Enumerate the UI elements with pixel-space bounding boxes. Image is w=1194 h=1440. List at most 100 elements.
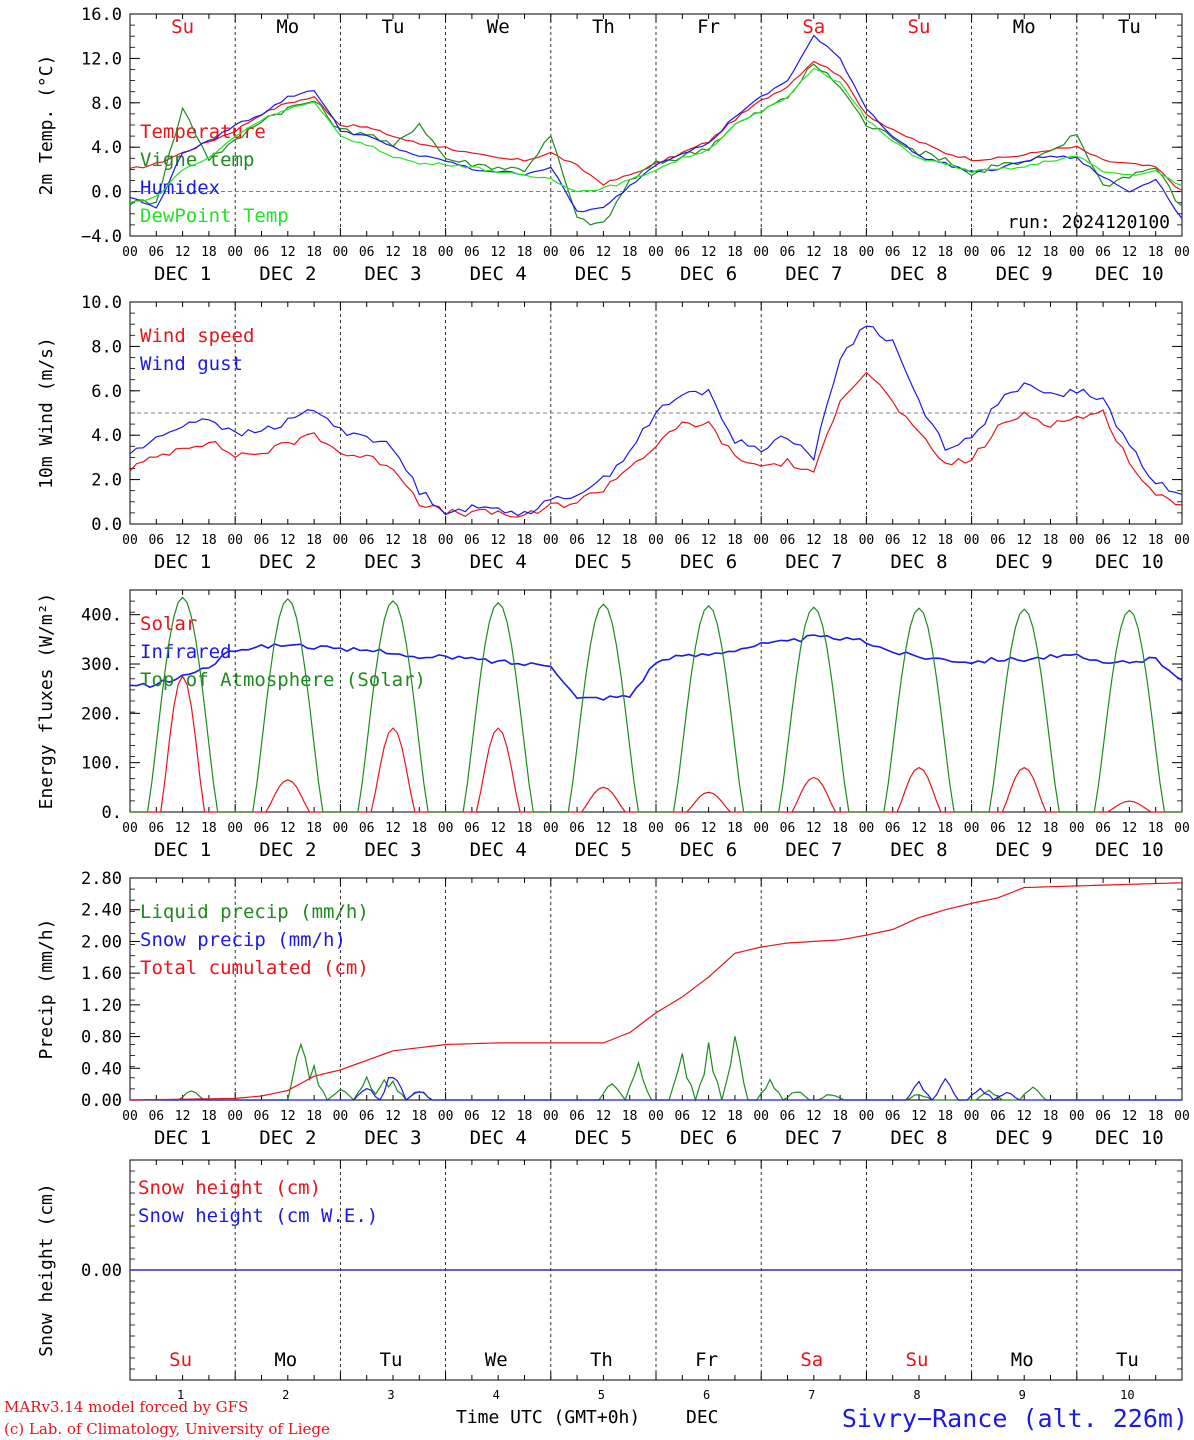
hour-tick-label: 00 [333,821,349,836]
hour-tick-label: 06 [569,245,585,260]
hour-tick-label: 06 [780,533,796,548]
panel-snow: 0.00 Snow height (cm) Snow height (cm) Snow… [36,1159,1183,1381]
hour-tick-label: 06 [254,533,270,548]
hour-tick-label: 18 [411,1109,427,1124]
y-axis-label: Energy fluxes (W/m²) [36,593,57,810]
hour-tick-label: 00 [753,821,769,836]
hour-tick-label: 00 [543,1109,559,1124]
date-label: DEC 8 [890,839,947,861]
y-tick-label: 0.00 [81,1261,122,1281]
run-annotation: run: 2024120100 [1007,212,1170,233]
date-label: DEC 10 [1095,263,1164,285]
hour-tick-label: 12 [1016,821,1032,836]
hour-tick-label: 00 [438,1109,454,1124]
hour-tick-label: 12 [175,533,191,548]
weekday-label: Mo [276,16,299,38]
hour-tick-label: 12 [385,821,401,836]
hour-tick-label: 12 [701,245,717,260]
legend-entry: Humidex [140,177,220,199]
hour-tick-label: 12 [385,533,401,548]
hour-tick-label: 18 [937,1109,953,1124]
y-tick-label: 8.0 [91,337,122,357]
y-tick-label: 12.0 [81,49,122,69]
hour-tick-label: 00 [859,821,875,836]
weekday-label: Su [169,1349,192,1371]
y-tick-label: 2.0 [91,471,122,491]
y-tick-label: 8.0 [91,94,122,114]
y-tick-label: 4.0 [91,426,122,446]
weekday-label: Tu [1116,1349,1139,1371]
hour-tick-label: 18 [622,245,638,260]
hour-tick-label: 06 [990,821,1006,836]
y-tick-label: 100. [81,754,122,774]
hour-tick-label: 12 [490,245,506,260]
hour-tick-label: 06 [885,533,901,548]
hour-tick-label: 12 [596,533,612,548]
hour-tick-label: 00 [438,533,454,548]
date-label: DEC 4 [470,551,527,573]
hour-tick-label: 18 [411,245,427,260]
hour-tick-label: 06 [148,533,164,548]
hour-tick-label: 00 [1069,533,1085,548]
hour-tick-label: 12 [596,1109,612,1124]
hour-tick-label: 00 [438,821,454,836]
date-label: DEC 9 [996,263,1053,285]
weekday-label: Tu [1118,16,1141,38]
weekday-label: Su [908,16,931,38]
legend-entry: DewPoint Temp [140,205,289,227]
legend-entry: Infrared [140,641,232,663]
y-tick-label: −4.0 [81,227,122,247]
hour-tick-label: 06 [464,533,480,548]
hour-tick-label: 12 [280,821,296,836]
hour-tick-label: 06 [885,1109,901,1124]
hour-tick-label: 18 [306,245,322,260]
date-label: DEC 8 [890,551,947,573]
series-line-dewpoint-temp [129,67,1183,203]
hour-tick-label: 00 [333,245,349,260]
hour-tick-label: 18 [201,821,217,836]
y-tick-label: 10.0 [81,293,122,313]
hour-tick-label: 06 [990,245,1006,260]
hour-tick-label: 06 [990,533,1006,548]
date-label: DEC 3 [364,551,421,573]
hour-tick-label: 12 [280,245,296,260]
date-label: DEC 8 [890,263,947,285]
hour-tick-label: 00 [753,245,769,260]
hour-tick-label: 12 [911,533,927,548]
date-label: DEC 4 [470,263,527,285]
day-number-label: 3 [387,1388,394,1402]
date-label: DEC 5 [575,1127,632,1149]
hour-tick-label: 06 [254,1109,270,1124]
series-line-total-cumulated-cm- [129,882,1183,1101]
hour-tick-label: 06 [569,821,585,836]
hour-tick-label: 00 [543,533,559,548]
hour-tick-label: 12 [806,1109,822,1124]
hour-tick-label: 18 [1148,1109,1164,1124]
hour-tick-label: 00 [543,245,559,260]
legend-entry: Snow height (cm W.E.) [138,1205,378,1227]
date-label: DEC 7 [785,839,842,861]
hour-tick-label: 00 [859,1109,875,1124]
hour-tick-label: 18 [1148,821,1164,836]
series-line-top-of-atmosphere-solar- [130,596,1182,813]
weekday-label: Th [590,1349,613,1371]
hour-tick-label: 00 [227,821,243,836]
hour-tick-label: 06 [780,821,796,836]
hour-tick-label: 12 [911,821,927,836]
hour-tick-label: 18 [411,533,427,548]
hour-tick-label: 06 [464,821,480,836]
weekday-label: Su [906,1349,929,1371]
hour-tick-label: 12 [175,1109,191,1124]
day-number-label: 5 [598,1388,605,1402]
hour-tick-label: 18 [937,821,953,836]
day-number-label: 9 [1019,1388,1026,1402]
hour-tick-label: 00 [333,1109,349,1124]
hour-tick-label: 12 [1122,821,1138,836]
date-label: DEC 4 [470,1127,527,1149]
hour-tick-label: 00 [122,1109,138,1124]
y-axis-label: Snow height (cm) [36,1183,57,1356]
y-axis-label: Precip (mm/h) [36,919,57,1060]
date-label: DEC 10 [1095,839,1164,861]
date-label: DEC 5 [575,263,632,285]
date-label: DEC 1 [154,551,211,573]
